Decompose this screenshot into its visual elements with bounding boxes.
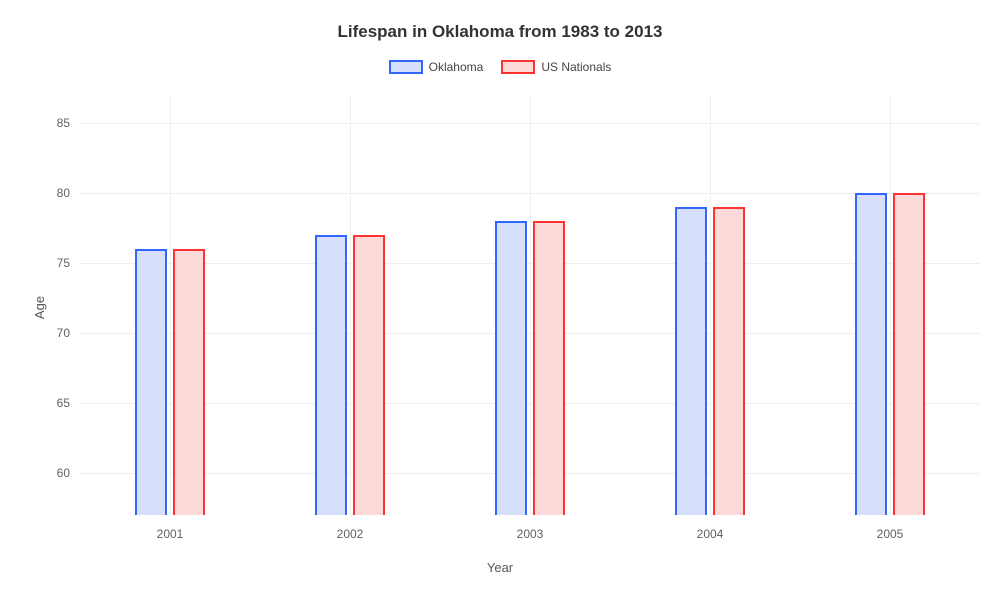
legend-swatch: [501, 60, 535, 74]
gridline-vertical: [890, 95, 891, 515]
bar[interactable]: [495, 221, 527, 515]
legend-swatch: [389, 60, 423, 74]
plot-area: 60657075808520012002200320042005: [80, 95, 980, 515]
x-axis-title: Year: [0, 560, 1000, 575]
bar[interactable]: [353, 235, 385, 515]
x-tick-label: 2001: [157, 515, 184, 541]
y-tick-label: 85: [57, 116, 80, 130]
y-tick-label: 60: [57, 466, 80, 480]
x-tick-label: 2004: [697, 515, 724, 541]
bar[interactable]: [533, 221, 565, 515]
legend-label: US Nationals: [541, 60, 611, 74]
x-tick-label: 2003: [517, 515, 544, 541]
bar[interactable]: [675, 207, 707, 515]
gridline-vertical: [170, 95, 171, 515]
legend-item[interactable]: Oklahoma: [389, 60, 484, 74]
y-tick-label: 80: [57, 186, 80, 200]
legend: Oklahoma US Nationals: [0, 60, 1000, 74]
chart-container: Lifespan in Oklahoma from 1983 to 2013 O…: [0, 0, 1000, 600]
gridline-vertical: [350, 95, 351, 515]
x-tick-label: 2005: [877, 515, 904, 541]
y-axis-title: Age: [32, 296, 47, 319]
bar[interactable]: [855, 193, 887, 515]
bar[interactable]: [135, 249, 167, 515]
y-tick-label: 75: [57, 256, 80, 270]
bar[interactable]: [893, 193, 925, 515]
x-tick-label: 2002: [337, 515, 364, 541]
gridline-vertical: [530, 95, 531, 515]
legend-label: Oklahoma: [429, 60, 484, 74]
y-tick-label: 65: [57, 396, 80, 410]
bar[interactable]: [315, 235, 347, 515]
gridline-vertical: [710, 95, 711, 515]
y-tick-label: 70: [57, 326, 80, 340]
bar[interactable]: [713, 207, 745, 515]
legend-item[interactable]: US Nationals: [501, 60, 611, 74]
bar[interactable]: [173, 249, 205, 515]
chart-title: Lifespan in Oklahoma from 1983 to 2013: [0, 22, 1000, 42]
